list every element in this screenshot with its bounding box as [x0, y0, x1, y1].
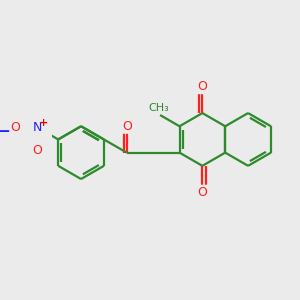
- Text: O: O: [197, 186, 207, 199]
- Text: N: N: [33, 121, 42, 134]
- Text: O: O: [10, 121, 20, 134]
- Text: O: O: [197, 80, 207, 93]
- Text: −: −: [0, 124, 10, 139]
- Text: O: O: [122, 120, 132, 133]
- Text: CH₃: CH₃: [148, 103, 169, 113]
- Text: +: +: [39, 118, 48, 128]
- Text: O: O: [33, 143, 43, 157]
